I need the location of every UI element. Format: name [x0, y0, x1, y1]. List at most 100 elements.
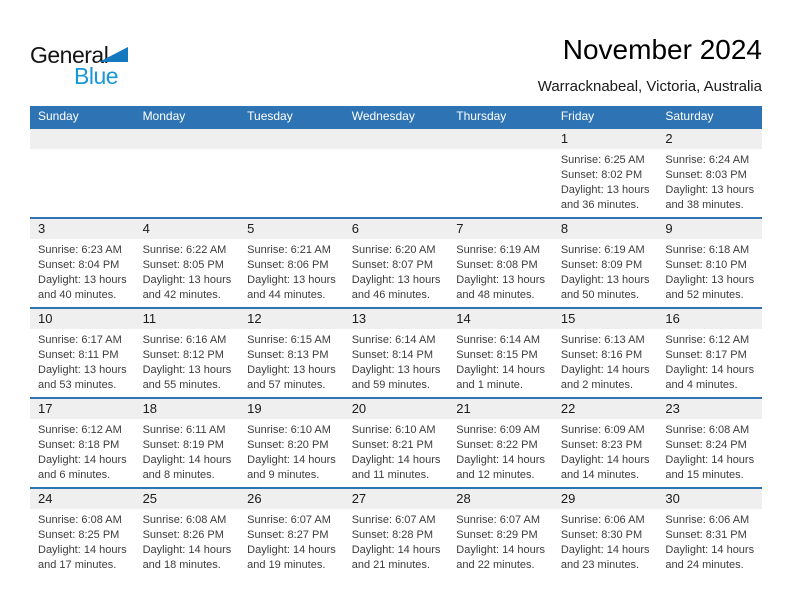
day-cell-7: 7 Sunrise: 6:19 AM Sunset: 8:08 PM Daylight… [448, 219, 553, 307]
daylight-value: 14 hours and 18 minutes. [142, 544, 232, 571]
sunset-label: Sunset: [665, 529, 703, 541]
title-block: November 2024 Warracknabeal, Victoria, A… [538, 34, 762, 95]
daylight-value: 14 hours and 15 minutes. [665, 454, 755, 481]
daylight-value: 14 hours and 2 minutes. [560, 364, 650, 391]
sunrise-value: 6:22 AM [185, 244, 227, 256]
sunset-line: Sunset: 8:21 PM [352, 438, 447, 453]
sunset-value: 8:06 PM [287, 259, 329, 271]
sunset-value: 8:16 PM [601, 349, 643, 361]
sunset-value: 8:27 PM [287, 529, 329, 541]
weekday-header-wednesday: Wednesday [351, 109, 415, 123]
day-details: Sunrise: 6:19 AM Sunset: 8:08 PM Daylight:… [448, 239, 553, 303]
sunrise-label: Sunrise: [560, 514, 602, 526]
date-number: 16 [665, 311, 680, 326]
daylight-line: Daylight: 14 hours and 21 minutes. [352, 543, 447, 573]
sunset-line: Sunset: 8:06 PM [247, 258, 342, 273]
sunrise-line: Sunrise: 6:12 AM [665, 333, 760, 348]
sunrise-value: 6:24 AM [708, 154, 750, 166]
daylight-label: Daylight: [142, 364, 186, 376]
sunrise-label: Sunrise: [38, 514, 79, 526]
sunrise-line: Sunrise: 6:16 AM [143, 333, 238, 348]
daylight-label: Daylight: [560, 544, 604, 556]
date-number: 5 [247, 221, 255, 236]
sunrise-value: 6:21 AM [290, 244, 331, 256]
daylight-label: Daylight: [38, 454, 81, 466]
daylight-value: 13 hours and 38 minutes. [665, 184, 755, 211]
day-details: Sunrise: 6:23 AM Sunset: 8:04 PM Daylight:… [30, 239, 135, 303]
date-band: 23 [657, 399, 762, 419]
sunset-label: Sunset: [665, 349, 703, 361]
day-details: Sunrise: 6:20 AM Sunset: 8:07 PM Daylight:… [344, 239, 449, 303]
sunrise-line: Sunrise: 6:13 AM [561, 333, 656, 348]
sunset-label: Sunset: [351, 259, 390, 271]
sunset-value: 8:31 PM [705, 529, 747, 541]
day-details: Sunrise: 6:06 AM Sunset: 8:31 PM Daylight:… [657, 509, 762, 573]
sunset-value: 8:30 PM [601, 529, 643, 541]
day-cell-13: 13 Sunrise: 6:14 AM Sunset: 8:14 PM Dayligh… [343, 309, 449, 397]
date-number: 29 [560, 491, 576, 506]
weekday-header-tuesday: Tuesday [247, 109, 293, 123]
sunset-line: Sunset: 8:20 PM [247, 438, 342, 453]
sunrise-value: 6:11 AM [185, 424, 226, 436]
day-details: Sunrise: 6:21 AM Sunset: 8:06 PM Daylight:… [239, 239, 344, 303]
day-details: Sunrise: 6:07 AM Sunset: 8:29 PM Daylight:… [448, 509, 553, 573]
sunset-label: Sunset: [247, 349, 285, 361]
date-number: 4 [142, 221, 150, 236]
page-subtitle: Warracknabeal, Victoria, Australia [537, 78, 762, 95]
daylight-value: 13 hours and 42 minutes. [142, 274, 232, 301]
daylight-value: 13 hours and 59 minutes. [351, 364, 441, 391]
day-cell-28: 28 Sunrise: 6:07 AM Sunset: 8:29 PM Dayligh… [448, 489, 553, 577]
sunrise-value: 6:08 AM [81, 514, 122, 526]
date-number: 20 [351, 401, 367, 416]
sunset-line: Sunset: 8:25 PM [38, 528, 133, 543]
sunrise-line: Sunrise: 6:11 AM [143, 423, 238, 438]
date-band: 22 [552, 399, 658, 419]
sunrise-value: 6:14 AM [395, 334, 436, 346]
sunset-value: 8:24 PM [705, 439, 747, 451]
date-number: 25 [142, 491, 158, 506]
sunrise-value: 6:13 AM [604, 334, 645, 346]
sunset-label: Sunset: [247, 529, 285, 541]
sunset-line: Sunset: 8:31 PM [665, 528, 760, 543]
logo-text-blue: Blue [74, 63, 119, 89]
sunrise-label: Sunrise: [38, 424, 79, 436]
sunrise-label: Sunrise: [665, 514, 706, 526]
daylight-value: 13 hours and 48 minutes. [456, 274, 545, 301]
sunset-label: Sunset: [665, 439, 703, 451]
day-details: Sunrise: 6:19 AM Sunset: 8:09 PM Daylight:… [553, 239, 658, 303]
sunset-label: Sunset: [38, 349, 76, 361]
sunset-line: Sunset: 8:11 PM [38, 348, 133, 363]
daylight-line: Daylight: 13 hours and 57 minutes. [247, 363, 342, 393]
daylight-label: Daylight: [665, 544, 709, 556]
sunset-label: Sunset: [142, 439, 180, 451]
sunrise-value: 6:17 AM [81, 334, 122, 346]
weekday-header-friday: Friday [560, 109, 595, 123]
date-band: 11 [134, 309, 240, 329]
date-band [239, 129, 344, 149]
daylight-label: Daylight: [247, 364, 290, 376]
day-details: Sunrise: 6:07 AM Sunset: 8:27 PM Daylight:… [239, 509, 344, 573]
sunset-value: 8:09 PM [601, 259, 643, 271]
sunrise-line: Sunrise: 6:08 AM [143, 513, 238, 528]
daylight-value: 13 hours and 52 minutes. [665, 274, 755, 301]
daylight-label: Daylight: [247, 274, 290, 286]
sunrise-label: Sunrise: [142, 244, 183, 256]
sunset-line: Sunset: 8:07 PM [352, 258, 447, 273]
day-cell-8: 8 Sunrise: 6:19 AM Sunset: 8:09 PM Daylight… [552, 219, 658, 307]
daylight-line: Daylight: 13 hours and 46 minutes. [352, 273, 447, 303]
sunset-label: Sunset: [142, 349, 180, 361]
sunset-value: 8:03 PM [705, 169, 747, 181]
sunset-line: Sunset: 8:10 PM [665, 258, 760, 273]
day-cell-2: 2 Sunrise: 6:24 AM Sunset: 8:03 PM Daylight… [657, 129, 762, 217]
sunset-value: 8:19 PM [182, 439, 224, 451]
sunset-value: 8:02 PM [601, 169, 643, 181]
day-cell-20: 20 Sunrise: 6:10 AM Sunset: 8:21 PM Dayligh… [343, 399, 449, 487]
sunrise-value: 6:18 AM [708, 244, 750, 256]
sunset-label: Sunset: [665, 259, 703, 271]
sunrise-line: Sunrise: 6:09 AM [456, 423, 551, 438]
sunset-label: Sunset: [142, 529, 180, 541]
daylight-value: 14 hours and 6 minutes. [38, 454, 127, 481]
date-number: 6 [351, 221, 359, 236]
sunset-value: 8:25 PM [78, 529, 120, 541]
daylight-line: Daylight: 13 hours and 50 minutes. [561, 273, 656, 303]
